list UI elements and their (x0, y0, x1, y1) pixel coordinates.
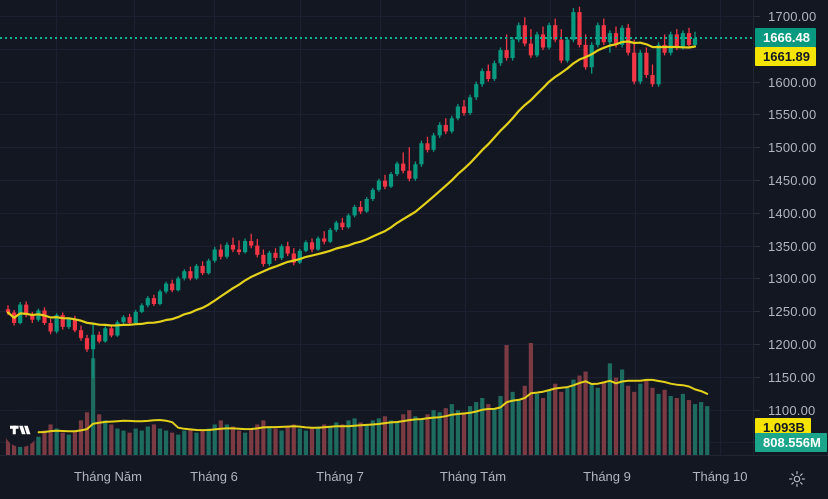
price-axis-label: 1500.00 (768, 140, 817, 156)
volume-ma-badge[interactable]: 1.093B (755, 418, 811, 437)
price-axis-label: 1300.00 (768, 271, 817, 287)
price-axis-tick (754, 246, 760, 247)
time-axis[interactable]: Tháng Năm Tháng 6 Tháng 7 Tháng Tám Tháng 9 T… (0, 455, 828, 499)
price-axis-label: 1250.00 (768, 304, 817, 320)
tradingview-logo[interactable] (4, 413, 38, 447)
gear-icon[interactable] (788, 470, 806, 488)
time-axis-label: Tháng Năm (74, 469, 142, 484)
current-price-line (0, 37, 753, 39)
time-axis-label: Tháng 7 (316, 469, 364, 484)
price-axis-tick (754, 213, 760, 214)
price-axis-label: 1150.00 (768, 369, 816, 385)
price-axis[interactable]: 1700.00 1600.00 1550.00 1500.00 1450.00 1400.… (753, 0, 828, 455)
price-axis-tick (754, 410, 760, 411)
price-axis-tick (754, 180, 760, 181)
price-axis-label: 1550.00 (768, 107, 817, 123)
price-axis-tick (754, 16, 760, 17)
price-chart-pane[interactable] (0, 0, 753, 455)
volume-series (5, 343, 710, 455)
price-axis-tick (754, 377, 760, 378)
price-axis-label: 1700.00 (768, 9, 817, 24)
price-axis-tick (754, 114, 760, 115)
price-axis-label: 1350.00 (768, 238, 817, 254)
last-price-badge[interactable]: 1666.48 (755, 28, 816, 47)
price-axis-tick (754, 82, 760, 83)
candlestick-series (5, 6, 698, 379)
price-axis-label: 1200.00 (768, 337, 817, 352)
price-axis-label: 1600.00 (768, 74, 817, 90)
time-axis-label: Tháng Tám (439, 469, 507, 484)
price-axis-tick (754, 311, 760, 312)
price-axis-label: 1100.00 (768, 402, 816, 418)
price-axis-label: 1400.00 (768, 205, 817, 221)
time-axis-label: Tháng 9 (583, 469, 631, 484)
time-axis-label: Tháng 10 (692, 469, 748, 484)
price-axis-tick (754, 147, 760, 148)
volume-value-badge[interactable]: 808.556M (755, 433, 827, 452)
price-axis-tick (754, 278, 760, 279)
price-axis-label: 1450.00 (768, 173, 817, 188)
time-axis-label: Tháng 6 (190, 469, 238, 484)
moving-average-line (6, 40, 697, 327)
price-axis-tick (754, 344, 760, 345)
tradingview-logo-icon (10, 425, 31, 435)
moving-average-price-badge[interactable]: 1661.89 (755, 47, 816, 66)
